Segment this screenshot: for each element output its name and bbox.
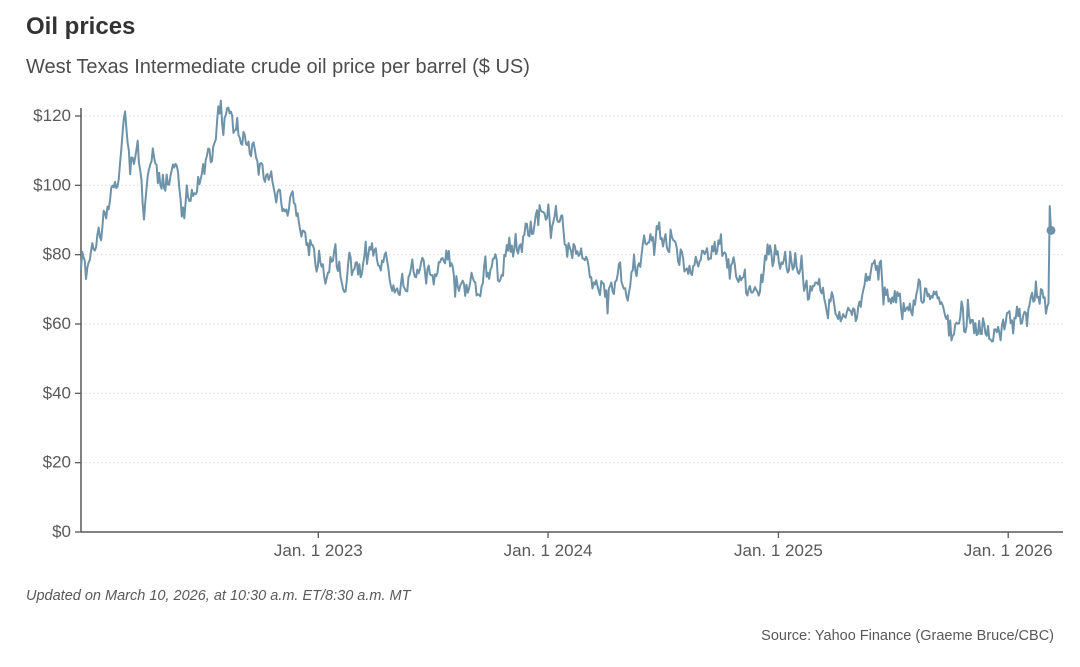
svg-text:Jan. 1 2023: Jan. 1 2023 bbox=[274, 541, 363, 560]
svg-text:$40: $40 bbox=[43, 383, 71, 402]
svg-text:$0: $0 bbox=[52, 522, 71, 541]
svg-text:$120: $120 bbox=[33, 106, 71, 125]
svg-text:Jan. 1 2026: Jan. 1 2026 bbox=[964, 541, 1053, 560]
svg-text:$100: $100 bbox=[33, 175, 71, 194]
svg-text:Jan. 1 2024: Jan. 1 2024 bbox=[504, 541, 593, 560]
svg-text:$80: $80 bbox=[43, 245, 71, 264]
svg-text:Jan. 1 2025: Jan. 1 2025 bbox=[734, 541, 823, 560]
svg-text:$20: $20 bbox=[43, 453, 71, 472]
svg-text:$60: $60 bbox=[43, 314, 71, 333]
